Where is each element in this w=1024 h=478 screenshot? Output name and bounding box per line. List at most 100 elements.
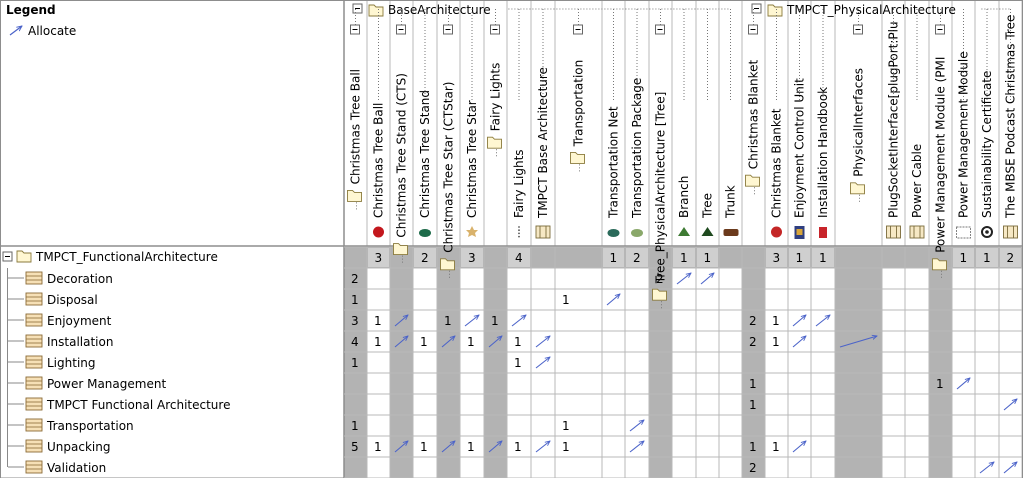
total-cell	[603, 248, 624, 267]
column-header[interactable]: Power Management Module (PMI	[932, 9, 948, 279]
cell-count: 1	[467, 335, 475, 349]
allocate-arrow-icon[interactable]	[815, 315, 830, 327]
column-header[interactable]: Christmas Tree Stand (CTS)	[393, 9, 409, 264]
column-header[interactable]: Transportation Net 1	[603, 9, 624, 267]
package-label: BaseArchitecture	[388, 3, 491, 17]
allocate-arrow-icon[interactable]	[394, 315, 408, 327]
column-header[interactable]: Christmas Tree Star 3	[461, 9, 483, 267]
row-header[interactable]: TMPCT Functional Architecture 1	[8, 397, 1017, 412]
row-header[interactable]: Unpacking 5 1 1 1 1 1 1 1	[8, 439, 806, 454]
column-header[interactable]: Tree 1	[697, 9, 718, 267]
activity-block-icon	[25, 418, 43, 432]
column-header[interactable]: Transportation Package 2	[626, 9, 648, 267]
column-header[interactable]: Christmas Tree Stand 2	[414, 9, 436, 267]
total-cell	[368, 248, 389, 267]
allocate-arrow-icon[interactable]	[394, 441, 408, 453]
column-label: Enjoyment Control Unit	[793, 78, 807, 218]
allocate-arrow-icon[interactable]	[792, 315, 806, 327]
allocate-arrow-icon[interactable]	[441, 441, 455, 453]
column-header[interactable]: Branch 1	[673, 9, 695, 267]
allocate-arrow-icon[interactable]	[606, 294, 620, 306]
cell-count: 1	[772, 440, 780, 454]
cell-count: 2	[749, 335, 757, 349]
cell-count: 1	[374, 314, 382, 328]
column-label: Power Cable	[910, 144, 924, 218]
column-header[interactable]: Trunk	[723, 9, 739, 236]
allocate-arrow-icon[interactable]	[956, 378, 970, 390]
column-header[interactable]: Fairy Lights 4	[508, 9, 530, 267]
allocate-arrow-icon[interactable]	[1003, 462, 1017, 474]
column-label: Power Management Module	[957, 51, 971, 218]
allocate-arrow-icon[interactable]	[464, 315, 479, 327]
total-cell	[508, 248, 530, 267]
cell-count: 1	[749, 398, 757, 412]
control-unit-icon	[794, 226, 805, 239]
column-total: 1	[680, 251, 688, 265]
allocate-arrow-icon[interactable]	[441, 336, 455, 348]
column-header[interactable]: Christmas Tree Star (CTStar)	[440, 9, 456, 279]
column-label: Christmas Tree Ball	[349, 69, 363, 184]
column-header[interactable]: Tree_PhysicalArchitecture [Tree]	[652, 9, 668, 310]
package-header[interactable]: TMPCT_PhysicalArchitecture	[751, 3, 1010, 17]
cell-count: 1	[351, 293, 359, 307]
allocate-arrow-icon[interactable]	[488, 336, 502, 348]
total-cell	[461, 248, 483, 267]
column-header[interactable]: Christmas Blanket 3	[766, 9, 787, 267]
cell-count: 1	[514, 335, 522, 349]
column-header[interactable]: Enjoyment Control Unit 1	[789, 9, 810, 267]
row-header[interactable]: Power Management 1 1	[8, 376, 970, 391]
column-header[interactable]: Installation Handbook 1	[812, 9, 834, 267]
column-header[interactable]: Christmas Blanket	[745, 9, 761, 196]
row-header[interactable]: Transportation 1 1	[8, 418, 644, 433]
column-label: Christmas Tree Stand	[418, 90, 432, 218]
row-header[interactable]: Enjoyment 3 1 1 1 2 1	[8, 313, 830, 328]
allocate-arrow-icon[interactable]	[394, 336, 408, 348]
allocate-arrow-icon[interactable]	[535, 336, 550, 348]
allocate-arrow-icon[interactable]	[839, 336, 877, 348]
column-header[interactable]: TMPCT Base Architecture	[535, 9, 551, 239]
trunk-icon	[723, 229, 739, 236]
allocate-arrow-icon[interactable]	[792, 441, 806, 453]
column-header[interactable]: Transportation	[570, 9, 586, 173]
column-header[interactable]: Power Cable	[909, 9, 925, 239]
column-header[interactable]: The MBSE Podcast Christmas Tree 2	[1000, 9, 1021, 267]
allocate-arrow-icon[interactable]	[629, 420, 644, 432]
cell-count: 4	[351, 335, 359, 349]
block-icon	[909, 225, 925, 239]
allocate-arrow-icon[interactable]	[1003, 399, 1017, 411]
column-total: 2	[421, 251, 429, 265]
allocate-arrow-icon[interactable]	[511, 315, 526, 327]
block-icon	[886, 225, 901, 239]
row-header[interactable]: Validation 2	[8, 460, 1017, 475]
allocate-arrow-icon[interactable]	[488, 441, 502, 453]
allocate-arrow-icon[interactable]	[629, 441, 644, 453]
total-cell	[766, 248, 787, 267]
column-header[interactable]: Power Management Module 1	[953, 9, 974, 267]
column-label: Trunk	[724, 185, 738, 219]
row-header[interactable]: Installation 4 1 1 1 1 2 1	[8, 334, 877, 349]
row-header[interactable]: Lighting 1 1	[8, 355, 550, 370]
row-header-root[interactable]: TMPCT_FunctionalArchitecture	[2, 250, 218, 467]
handbook-icon	[819, 227, 827, 238]
allocate-arrow-icon[interactable]	[979, 462, 994, 474]
column-label: Christmas Blanket	[770, 108, 784, 218]
column-header[interactable]: PhysicalInterfaces	[850, 9, 866, 203]
cell-count: 1	[374, 335, 382, 349]
allocate-arrow-icon[interactable]	[535, 441, 550, 453]
row-header[interactable]: Decoration 2 2	[8, 271, 714, 286]
column-header[interactable]: Christmas Tree Ball	[347, 9, 363, 211]
column-label: Branch	[677, 176, 691, 218]
allocate-arrow-icon[interactable]	[676, 273, 691, 285]
column-header[interactable]: PlugSocketInterface[plugPort:Plu	[886, 9, 901, 239]
gray-column-cell	[390, 247, 413, 478]
column-header[interactable]: Fairy Lights	[487, 9, 503, 158]
allocate-arrow-icon[interactable]	[700, 273, 714, 285]
column-header[interactable]: Sustainability Certificate 1	[976, 9, 998, 267]
package-header[interactable]: BaseArchitecture	[352, 3, 730, 17]
allocate-arrow-icon[interactable]	[535, 357, 550, 369]
column-header[interactable]: Christmas Tree Ball 3	[368, 9, 389, 267]
row-header[interactable]: Disposal 1 1	[8, 292, 620, 307]
allocate-arrow-icon[interactable]	[792, 336, 806, 348]
cell-count: 1	[749, 377, 757, 391]
